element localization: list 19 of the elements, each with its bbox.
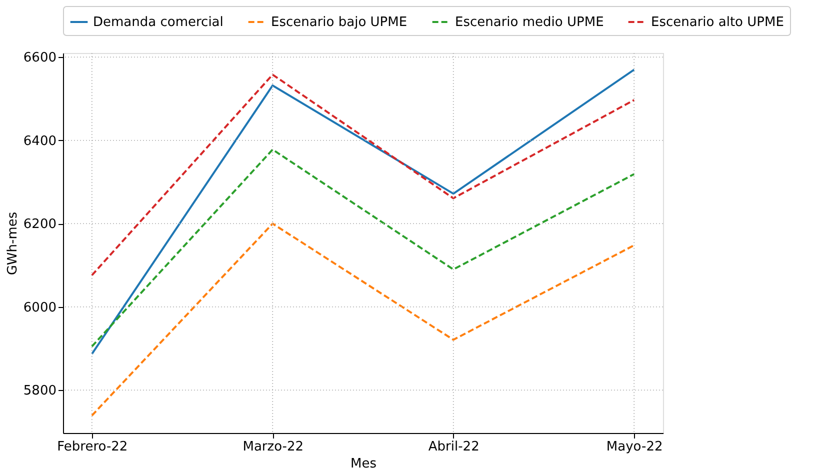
y-tick-label: 6400	[23, 134, 56, 149]
y-tick-label: 6600	[23, 50, 56, 66]
line-series	[90, 68, 636, 355]
x-tick-label: Febrero-22	[57, 440, 128, 454]
legend-label: Demanda comercial	[93, 15, 224, 30]
x-tick-label: Abril-22	[428, 440, 480, 454]
y-tick-label: 6000	[23, 300, 56, 316]
y-tick-label: 5800	[23, 384, 56, 399]
legend-label: Escenario medio UPME	[455, 15, 604, 30]
x-axis-title: Mes	[350, 456, 377, 471]
legend-label: Escenario alto UPME	[651, 15, 784, 30]
y-tick-label: 6200	[23, 217, 56, 232]
y-axis-title: GWh-mes	[5, 212, 20, 276]
line-series	[90, 222, 636, 417]
x-tick-label: Marzo-22	[242, 440, 304, 454]
line-series	[90, 74, 636, 276]
line-series	[90, 148, 636, 348]
x-tick-label: Mayo-22	[606, 440, 663, 454]
legend-label: Escenario bajo UPME	[271, 15, 408, 30]
